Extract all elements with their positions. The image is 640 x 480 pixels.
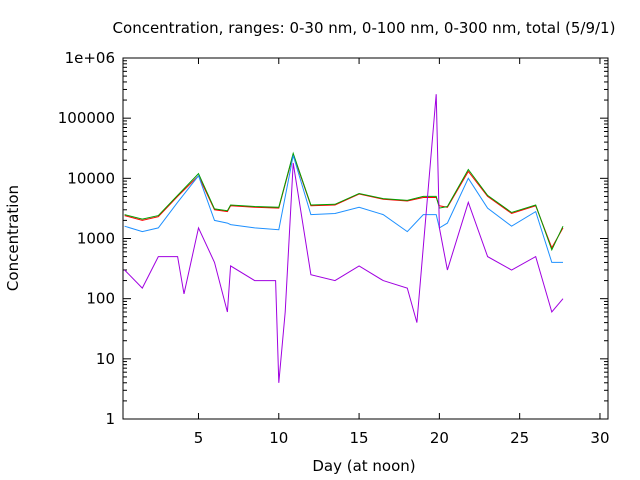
y-tick-label: 100000 <box>58 109 115 127</box>
series-line-1 <box>124 152 564 249</box>
y-tick-label: 10 <box>96 350 115 368</box>
x-axis-label: Day (at noon) <box>312 457 415 475</box>
series-group <box>124 94 564 383</box>
y-axis: 1 10 100 1000 10000 100000 1e+06 <box>58 49 608 428</box>
x-tick-label: 20 <box>430 429 449 447</box>
series-line-3 <box>124 155 563 263</box>
x-tick-label: 25 <box>510 429 529 447</box>
series-line-2 <box>124 151 564 252</box>
y-tick-label: 10000 <box>67 169 115 187</box>
chart-title: Concentration, ranges: 0-30 nm, 0-100 nm… <box>113 19 616 37</box>
x-tick-label: 5 <box>194 429 204 447</box>
x-tick-label: 10 <box>269 429 288 447</box>
y-tick-label: 100 <box>86 290 115 308</box>
y-tick-label: 1 <box>105 410 115 428</box>
series-line-4 <box>124 94 564 383</box>
x-tick-label: 15 <box>350 429 369 447</box>
x-tick-label: 30 <box>590 429 609 447</box>
y-tick-label: 1000 <box>77 230 115 248</box>
y-tick-label: 1e+06 <box>65 49 115 67</box>
x-axis: 5 10 15 20 25 30 <box>194 58 610 447</box>
y-axis-label: Concentration <box>4 185 22 291</box>
